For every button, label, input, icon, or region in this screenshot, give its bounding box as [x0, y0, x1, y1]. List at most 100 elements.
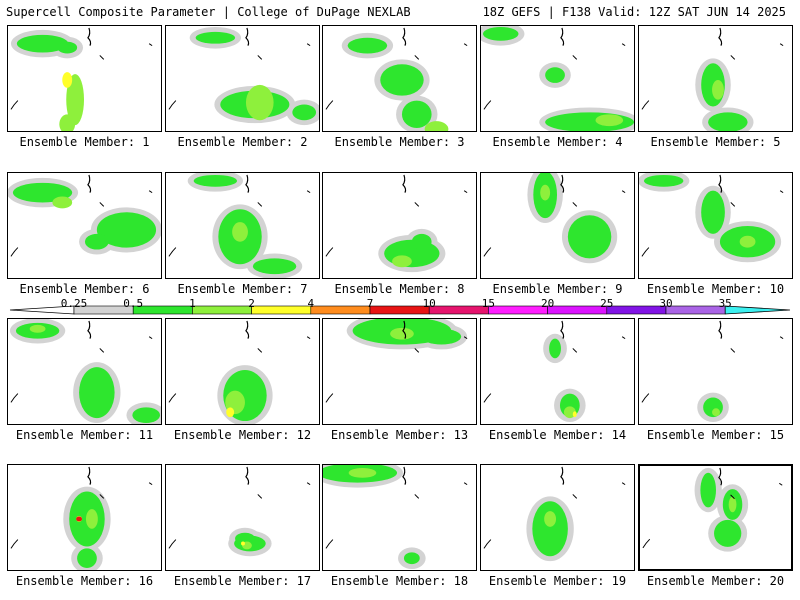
ensemble-member-panel[interactable]: [165, 318, 320, 425]
contour-blob: [57, 41, 78, 54]
coastline: [402, 27, 407, 46]
ensemble-member-panel[interactable]: [638, 172, 793, 279]
contour-blob: [76, 516, 83, 522]
contour-blob: [66, 74, 85, 126]
map-field: [481, 26, 634, 131]
member-label: Ensemble Member: 8: [334, 282, 465, 296]
contour-blob: [540, 184, 551, 201]
coastline: [718, 467, 723, 486]
contour-blob: [392, 255, 412, 268]
map-title: Supercell Composite Parameter | College …: [6, 5, 411, 19]
contour-blob: [16, 34, 69, 53]
member-label: Ensemble Member: 19: [488, 574, 627, 588]
coastline: [560, 174, 565, 193]
contour-blob: [701, 190, 725, 234]
coastline: [463, 336, 468, 340]
coastline: [463, 482, 468, 486]
coastline: [99, 55, 105, 60]
colorbar-tick-label: 25: [600, 297, 614, 310]
ensemble-member-panel[interactable]: [480, 464, 635, 571]
contour-blob: [84, 233, 109, 250]
member-label: Ensemble Member: 3: [334, 135, 465, 149]
ensemble-member-panel[interactable]: [638, 464, 793, 571]
coastline: [10, 247, 19, 257]
coastline: [257, 348, 263, 353]
coastline: [621, 482, 626, 486]
coastline: [402, 320, 407, 339]
colorbar-swatch: [606, 305, 667, 315]
ensemble-member-panel[interactable]: [480, 172, 635, 279]
ensemble-member-panel[interactable]: [638, 318, 793, 425]
ensemble-member-panel[interactable]: [322, 25, 477, 132]
ensemble-member-panel[interactable]: [165, 25, 320, 132]
contour-blob: [545, 67, 565, 83]
contour-blob: [62, 72, 73, 88]
member-label: Ensemble Member: 4: [492, 135, 623, 149]
coastline: [306, 43, 311, 47]
coastline: [257, 55, 263, 60]
contour-blob: [380, 64, 424, 96]
coastline: [148, 190, 153, 194]
coastline: [483, 539, 492, 549]
colorbar-swatch: [665, 305, 726, 315]
map-field: [325, 27, 468, 131]
coastline: [168, 247, 177, 257]
coastline: [621, 190, 626, 194]
ensemble-member-panel[interactable]: [165, 464, 320, 571]
ensemble-member-panel[interactable]: [638, 25, 793, 132]
coastline: [414, 55, 420, 60]
coastline: [483, 247, 492, 257]
coastline: [168, 539, 177, 549]
colorbar-swatch: [724, 305, 791, 315]
coastline: [641, 247, 650, 257]
coastline: [245, 320, 250, 339]
colorbar-tick-label: 2: [248, 297, 255, 310]
contour-blob: [482, 26, 519, 41]
contour-blob: [195, 31, 236, 44]
colorbar-swatch: [192, 305, 252, 315]
map-field: [168, 173, 311, 278]
ensemble-member-panel[interactable]: [165, 172, 320, 279]
ensemble-member-panel[interactable]: [480, 318, 635, 425]
member-label: Ensemble Member: 14: [488, 428, 627, 442]
contour-blob: [59, 114, 76, 131]
coastline: [245, 174, 250, 193]
member-label: Ensemble Member: 17: [173, 574, 312, 588]
ensemble-member-panel[interactable]: [322, 172, 477, 279]
coastline: [572, 348, 578, 353]
member-label: Ensemble Member: 11: [15, 428, 154, 442]
coastline: [718, 174, 723, 193]
ensemble-member-panel[interactable]: [7, 25, 162, 132]
ensemble-member-panel[interactable]: [7, 318, 162, 425]
contour-blob: [193, 174, 238, 187]
contour-blob: [728, 496, 737, 513]
color-scale-bar: [9, 305, 791, 315]
coastline: [572, 55, 578, 60]
coastline: [414, 348, 420, 353]
ensemble-member-panel[interactable]: [7, 464, 162, 571]
ensemble-member-panel[interactable]: [7, 172, 162, 279]
map-field: [325, 174, 468, 273]
member-label: Ensemble Member: 2: [177, 135, 308, 149]
contour-blob: [85, 509, 98, 529]
contour-blob: [700, 472, 716, 508]
map-field: [10, 27, 153, 131]
colorbar-tick-label: 7: [366, 297, 374, 310]
contour-blob: [79, 367, 115, 419]
colorbar-swatch: [369, 305, 430, 315]
coastline: [641, 100, 650, 110]
contour-blob: [708, 112, 748, 131]
ensemble-member-panel[interactable]: [322, 464, 477, 571]
coastline: [718, 27, 723, 46]
ensemble-member-panel[interactable]: [322, 318, 477, 425]
contour-blob: [567, 215, 612, 259]
map-field: [323, 465, 468, 570]
contour-blob: [544, 511, 557, 527]
coastline: [483, 393, 492, 403]
colorbar-tick-label: 1: [189, 297, 196, 310]
ensemble-member-panel[interactable]: [480, 25, 635, 132]
coastline: [257, 494, 263, 499]
colorbar-tick-label: 4: [307, 297, 315, 310]
contour-blob: [572, 411, 577, 418]
map-field: [483, 173, 626, 264]
